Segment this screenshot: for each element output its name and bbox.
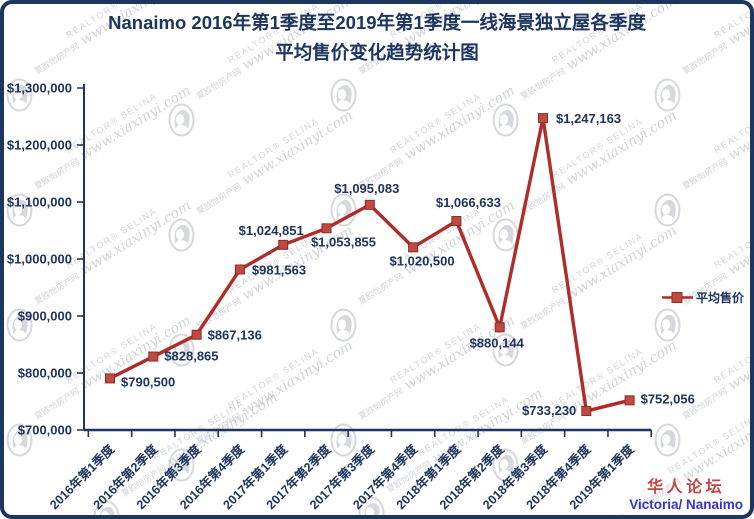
y-axis-label: $1,100,000 xyxy=(7,195,72,210)
data-label: $1,024,851 xyxy=(239,223,304,238)
data-point xyxy=(624,395,635,406)
location-text: Victoria/ Nanaimo xyxy=(629,497,743,513)
data-label: $1,095,083 xyxy=(334,181,399,196)
data-point xyxy=(538,113,548,124)
watermark-logo xyxy=(168,103,195,142)
watermark-logo xyxy=(330,193,357,232)
watermark-logo xyxy=(6,308,33,347)
price-trend-line-chart: $700,000 $800,000 $900,000 $1,000,000 $1,100… xyxy=(7,81,695,513)
watermark-logo xyxy=(654,423,681,462)
y-axis-label: $1,200,000 xyxy=(7,138,72,153)
watermark-logo xyxy=(492,333,519,372)
signature-block: 华人论坛 Victoria/ Nanaimo xyxy=(629,478,743,513)
data-point xyxy=(105,373,115,384)
watermark-logo xyxy=(654,308,681,347)
y-axis-label: $1,000,000 xyxy=(7,252,72,267)
forum-name-text: 华人论坛 xyxy=(647,479,726,496)
watermark-logo xyxy=(654,193,681,232)
data-point xyxy=(148,351,159,362)
data-label: $733,230 xyxy=(522,403,576,418)
watermark-logo xyxy=(6,193,33,232)
y-axis-label: $700,000 xyxy=(18,423,72,438)
watermark-logo xyxy=(492,103,519,142)
y-axis-label: $800,000 xyxy=(18,366,72,381)
watermark-logo xyxy=(330,308,357,347)
watermark-logo xyxy=(168,218,195,257)
watermark-logo xyxy=(358,496,385,515)
legend-series-marker xyxy=(662,292,693,303)
watermark-logo xyxy=(6,78,33,117)
y-axis-label: $1,300,000 xyxy=(7,81,72,96)
watermark-logo xyxy=(330,78,357,117)
data-label: $1,066,633 xyxy=(436,195,501,210)
watermark-logo xyxy=(654,78,681,117)
data-label: $880,144 xyxy=(470,335,525,350)
data-point xyxy=(408,242,419,253)
data-label: $1,053,855 xyxy=(311,234,376,249)
data-point xyxy=(494,322,505,333)
data-label: $828,865 xyxy=(164,349,218,364)
data-label: $752,056 xyxy=(641,391,695,406)
data-point xyxy=(278,239,289,250)
chart-title: Nanaimo 2016年第1季度至2019年第1季度一线海景独立屋各季度 平均… xyxy=(4,8,750,68)
data-label: $1,020,500 xyxy=(390,253,455,268)
data-point xyxy=(451,216,462,227)
watermark-logo xyxy=(492,448,519,487)
title-line-2: 平均售价变化趋势统计图 xyxy=(275,42,479,63)
watermark-logo xyxy=(168,448,195,487)
data-label: $1,247,163 xyxy=(556,111,621,126)
legend-label: 平均售价 xyxy=(696,291,745,305)
legend: 平均售价 xyxy=(660,289,744,306)
data-point xyxy=(234,264,245,275)
data-point xyxy=(364,199,375,210)
watermark-logo xyxy=(93,500,120,515)
data-label: $867,136 xyxy=(208,328,262,343)
data-label: $981,563 xyxy=(252,263,306,278)
data-label: $790,500 xyxy=(121,374,175,389)
series-line xyxy=(109,116,631,413)
y-axis-label: $900,000 xyxy=(18,309,72,324)
title-line-1: Nanaimo 2016年第1季度至2019年第1季度一线海景独立屋各季度 xyxy=(108,12,646,33)
watermark-logo xyxy=(6,423,33,462)
data-point xyxy=(321,223,332,234)
data-point xyxy=(581,406,592,417)
data-point xyxy=(191,329,202,340)
